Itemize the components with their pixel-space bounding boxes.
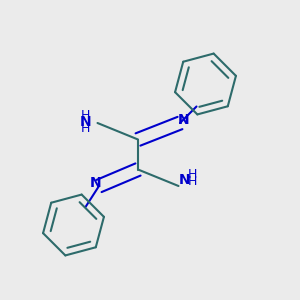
Text: H: H bbox=[81, 122, 90, 135]
Text: N: N bbox=[179, 173, 190, 187]
Text: H: H bbox=[81, 109, 90, 122]
Text: N: N bbox=[178, 113, 190, 127]
Text: N: N bbox=[90, 176, 101, 190]
Text: H: H bbox=[187, 175, 197, 188]
Text: H: H bbox=[187, 168, 197, 182]
Text: N: N bbox=[80, 115, 91, 129]
